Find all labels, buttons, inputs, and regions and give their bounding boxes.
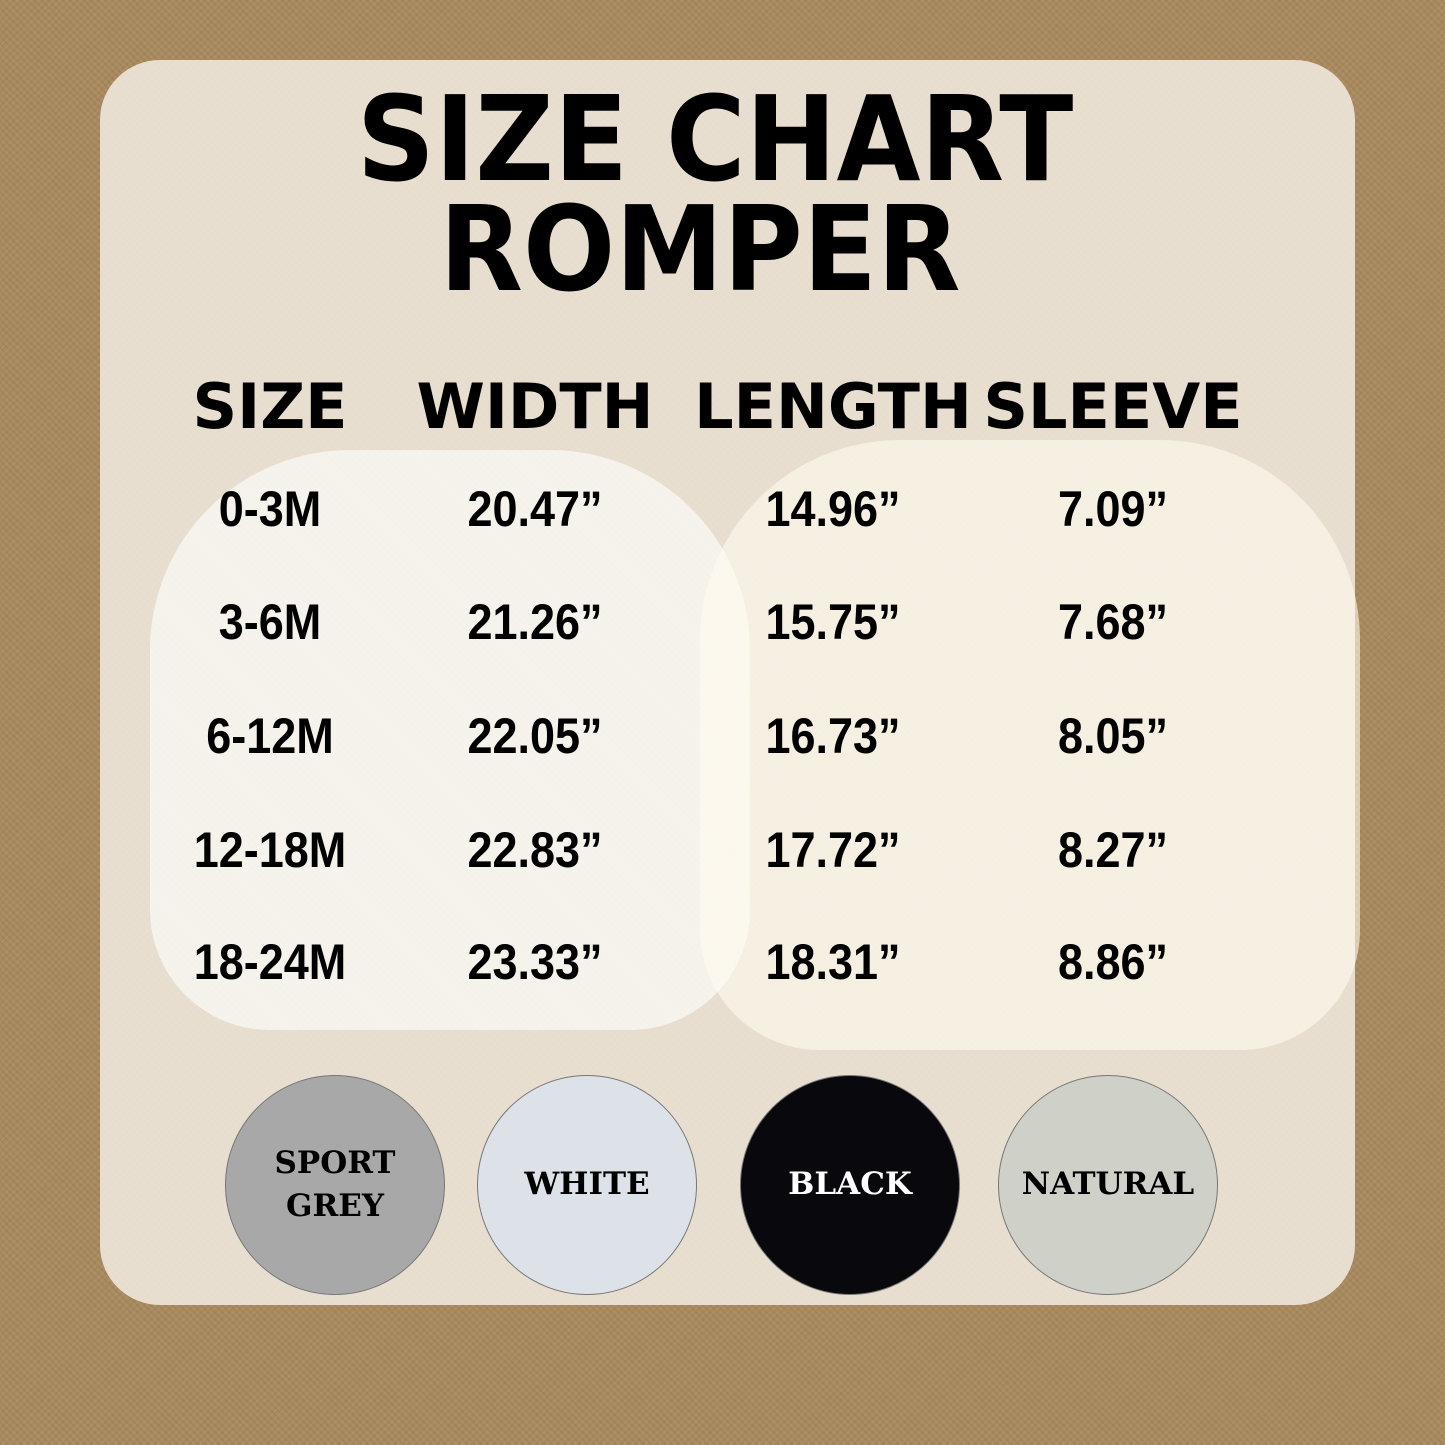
- swatch-label: SPORT GREY: [274, 1144, 396, 1224]
- column-header: WIDTH: [416, 370, 654, 443]
- table-cell: 21.26”: [467, 594, 603, 650]
- color-swatch: WHITE: [477, 1075, 697, 1295]
- color-swatch: SPORT GREY: [225, 1075, 445, 1295]
- romper-natural: [700, 440, 1360, 1050]
- table-cell: 15.75”: [765, 594, 901, 650]
- table-cell: 22.83”: [467, 822, 603, 878]
- table-cell: 20.47”: [467, 481, 603, 537]
- table-cell: 23.33”: [467, 934, 603, 990]
- swatch-label: NATURAL: [1021, 1166, 1195, 1203]
- romper-white: [150, 450, 750, 1030]
- color-swatch: NATURAL: [998, 1075, 1218, 1295]
- table-cell: 8.86”: [1057, 934, 1169, 990]
- table-cell: 6-12M: [206, 708, 334, 764]
- table-cell: 3-6M: [218, 594, 322, 650]
- table-cell: 18-24M: [193, 934, 347, 990]
- table-cell: 7.68”: [1057, 594, 1169, 650]
- table-cell: 8.05”: [1057, 708, 1169, 764]
- column-header: SIZE: [192, 370, 348, 443]
- table-cell: 12-18M: [193, 822, 347, 878]
- title-line-2: ROMPER: [439, 180, 961, 318]
- column-header: LENGTH: [694, 370, 972, 443]
- table-cell: 0-3M: [218, 481, 322, 537]
- column-header: SLEEVE: [983, 370, 1243, 443]
- table-cell: 16.73”: [765, 708, 901, 764]
- swatch-label: WHITE: [524, 1166, 650, 1203]
- color-swatch: BLACK: [740, 1075, 960, 1295]
- table-cell: 14.96”: [765, 481, 901, 537]
- swatch-label: BLACK: [788, 1166, 912, 1203]
- title-line-1: SIZE CHART: [356, 70, 1074, 208]
- table-cell: 8.27”: [1057, 822, 1169, 878]
- table-cell: 18.31”: [765, 934, 901, 990]
- table-cell: 22.05”: [467, 708, 603, 764]
- table-cell: 17.72”: [765, 822, 901, 878]
- table-cell: 7.09”: [1057, 481, 1169, 537]
